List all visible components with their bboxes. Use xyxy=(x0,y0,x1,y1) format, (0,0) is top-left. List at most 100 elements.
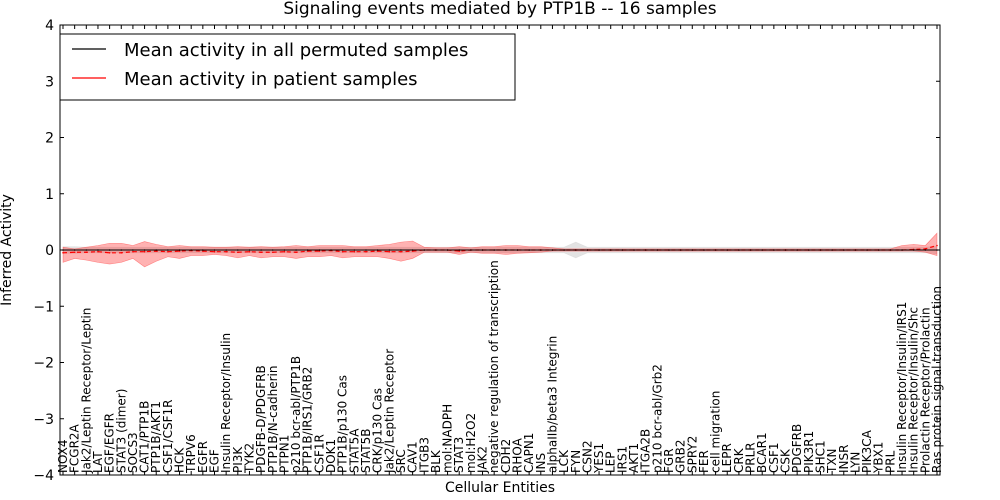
point-permuted xyxy=(178,249,181,251)
point-patient xyxy=(120,252,123,254)
point-permuted xyxy=(306,249,309,251)
point-permuted xyxy=(155,249,158,251)
point-patient xyxy=(143,250,146,253)
x-tick-label: TXN xyxy=(825,448,839,474)
point-permuted xyxy=(761,249,763,251)
point-permuted xyxy=(120,249,123,251)
point-permuted xyxy=(353,249,356,251)
point-patient xyxy=(353,250,356,253)
point-patient xyxy=(411,250,414,252)
x-tick-label: JAK2 xyxy=(476,446,490,474)
point-permuted xyxy=(784,249,787,251)
x-tick-label: mol:H2O2 xyxy=(464,413,478,473)
x-tick-label: INSR xyxy=(837,445,851,473)
x-tick-label: GRB2 xyxy=(674,439,688,473)
x-tick-label: CRK/p130 Cas xyxy=(371,388,385,473)
point-permuted xyxy=(248,249,251,251)
point-permuted xyxy=(808,249,810,251)
point-permuted xyxy=(866,249,868,251)
x-tick-label: PTP1B/AKT1 xyxy=(149,401,163,473)
y-tick-label: −2 xyxy=(33,356,54,372)
x-tick-label: LAT xyxy=(91,451,105,473)
x-tick-label: LYN xyxy=(848,452,862,473)
x-tick-label: FYN xyxy=(569,450,583,473)
point-patient xyxy=(400,250,402,253)
point-permuted xyxy=(225,249,227,251)
point-patient xyxy=(202,250,204,252)
y-tick-label: −4 xyxy=(33,468,54,484)
point-permuted xyxy=(365,249,367,251)
point-patient xyxy=(365,250,367,253)
point-permuted xyxy=(516,249,519,251)
x-tick-label: ITGB3 xyxy=(417,437,431,473)
point-permuted xyxy=(656,249,659,251)
point-patient xyxy=(73,251,76,254)
x-tick-label: PIK3R1 xyxy=(802,431,816,473)
point-permuted xyxy=(819,249,822,251)
point-patient xyxy=(237,251,239,254)
point-permuted xyxy=(912,249,915,251)
x-tick-label: PTP1B/N-cadherin xyxy=(266,366,280,473)
x-tick-label: mol:NADPH xyxy=(441,404,455,473)
point-patient xyxy=(306,250,309,252)
y-tick-label: −3 xyxy=(33,412,54,428)
point-permuted xyxy=(842,249,845,251)
x-tick-label: negative regulation of transcription xyxy=(487,260,501,473)
x-tick-label: SRC xyxy=(394,449,408,473)
point-permuted xyxy=(901,249,903,251)
x-tick-label: Prolactin Receptor/Prolactin xyxy=(918,307,932,473)
x-tick-label: CRK xyxy=(732,447,746,473)
point-permuted xyxy=(586,249,589,251)
point-permuted xyxy=(260,249,262,251)
point-permuted xyxy=(446,249,449,251)
x-tick-label: FER xyxy=(697,450,711,473)
point-permuted xyxy=(376,249,379,251)
point-permuted xyxy=(411,249,414,251)
x-tick-label: PIK3CA xyxy=(860,429,874,473)
x-tick-label: YBX1 xyxy=(872,442,886,474)
point-permuted xyxy=(295,249,297,251)
x-tick-label: Insulin Receptor/Insulin xyxy=(219,333,233,473)
point-permuted xyxy=(924,249,927,251)
x-tick-label: Insulin Receptor/Insulin/IRS1 xyxy=(895,302,909,473)
point-permuted xyxy=(773,249,775,251)
x-tick-label: SOCS3 xyxy=(126,432,140,473)
point-patient xyxy=(213,250,216,253)
x-tick-label: AKT1 xyxy=(627,443,641,473)
point-patient xyxy=(388,250,391,253)
x-tick-label: CSN2 xyxy=(580,440,594,473)
point-permuted xyxy=(574,249,577,251)
x-tick-label: EGF/EGFR xyxy=(103,413,117,473)
point-permuted xyxy=(318,249,321,251)
point-permuted xyxy=(668,249,670,251)
point-permuted xyxy=(644,249,647,251)
x-tick-label: CSF1/CSF1R xyxy=(161,400,175,473)
point-permuted xyxy=(167,249,169,251)
point-permuted xyxy=(493,249,495,251)
legend: Mean activity in all permuted samples Me… xyxy=(59,33,516,101)
x-tick-label: STAT3 (dimer) xyxy=(114,389,128,473)
x-tick-label: LEP xyxy=(604,451,618,473)
x-tick-label: HCK xyxy=(173,447,187,473)
x-tick-label: INS xyxy=(534,453,548,473)
x-tick-label: DOK1 xyxy=(324,439,338,473)
point-patient xyxy=(167,250,169,253)
x-tick-label: CAT1/PTP1B xyxy=(138,401,152,473)
x-tick-label: BCAR1 xyxy=(755,432,769,473)
x-tick-label: p210 bcr-abl/Grb2 xyxy=(650,364,664,473)
x-tick-label: CAV1 xyxy=(406,441,420,473)
y-tick-label: 2 xyxy=(45,131,54,147)
y-tick-label: 4 xyxy=(45,18,54,34)
x-tick-label: Insulin Receptor/Insulin/Shc xyxy=(907,307,921,473)
x-tick-label: PI3K xyxy=(231,446,245,473)
point-permuted xyxy=(458,249,461,251)
x-tick-label: PRLR xyxy=(744,442,758,473)
point-permuted xyxy=(854,249,857,251)
point-permuted xyxy=(528,249,530,251)
x-tick-label: PTP1B/IRS1/GRB2 xyxy=(301,367,315,473)
point-patient xyxy=(225,250,227,253)
x-tick-label: CSF1R xyxy=(312,434,326,473)
point-permuted xyxy=(435,249,437,251)
point-permuted xyxy=(423,249,426,251)
